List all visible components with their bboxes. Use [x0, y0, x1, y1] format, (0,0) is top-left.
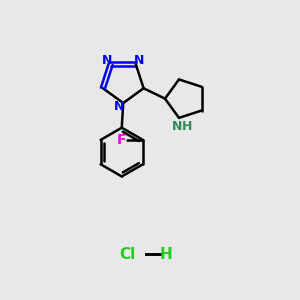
Text: Cl: Cl — [120, 247, 136, 262]
Text: N: N — [134, 54, 145, 67]
Text: F: F — [116, 133, 126, 147]
Text: N: N — [172, 120, 183, 133]
Text: H: H — [182, 120, 193, 133]
Text: H: H — [160, 247, 173, 262]
Text: N: N — [102, 54, 112, 67]
Text: N: N — [114, 100, 124, 113]
